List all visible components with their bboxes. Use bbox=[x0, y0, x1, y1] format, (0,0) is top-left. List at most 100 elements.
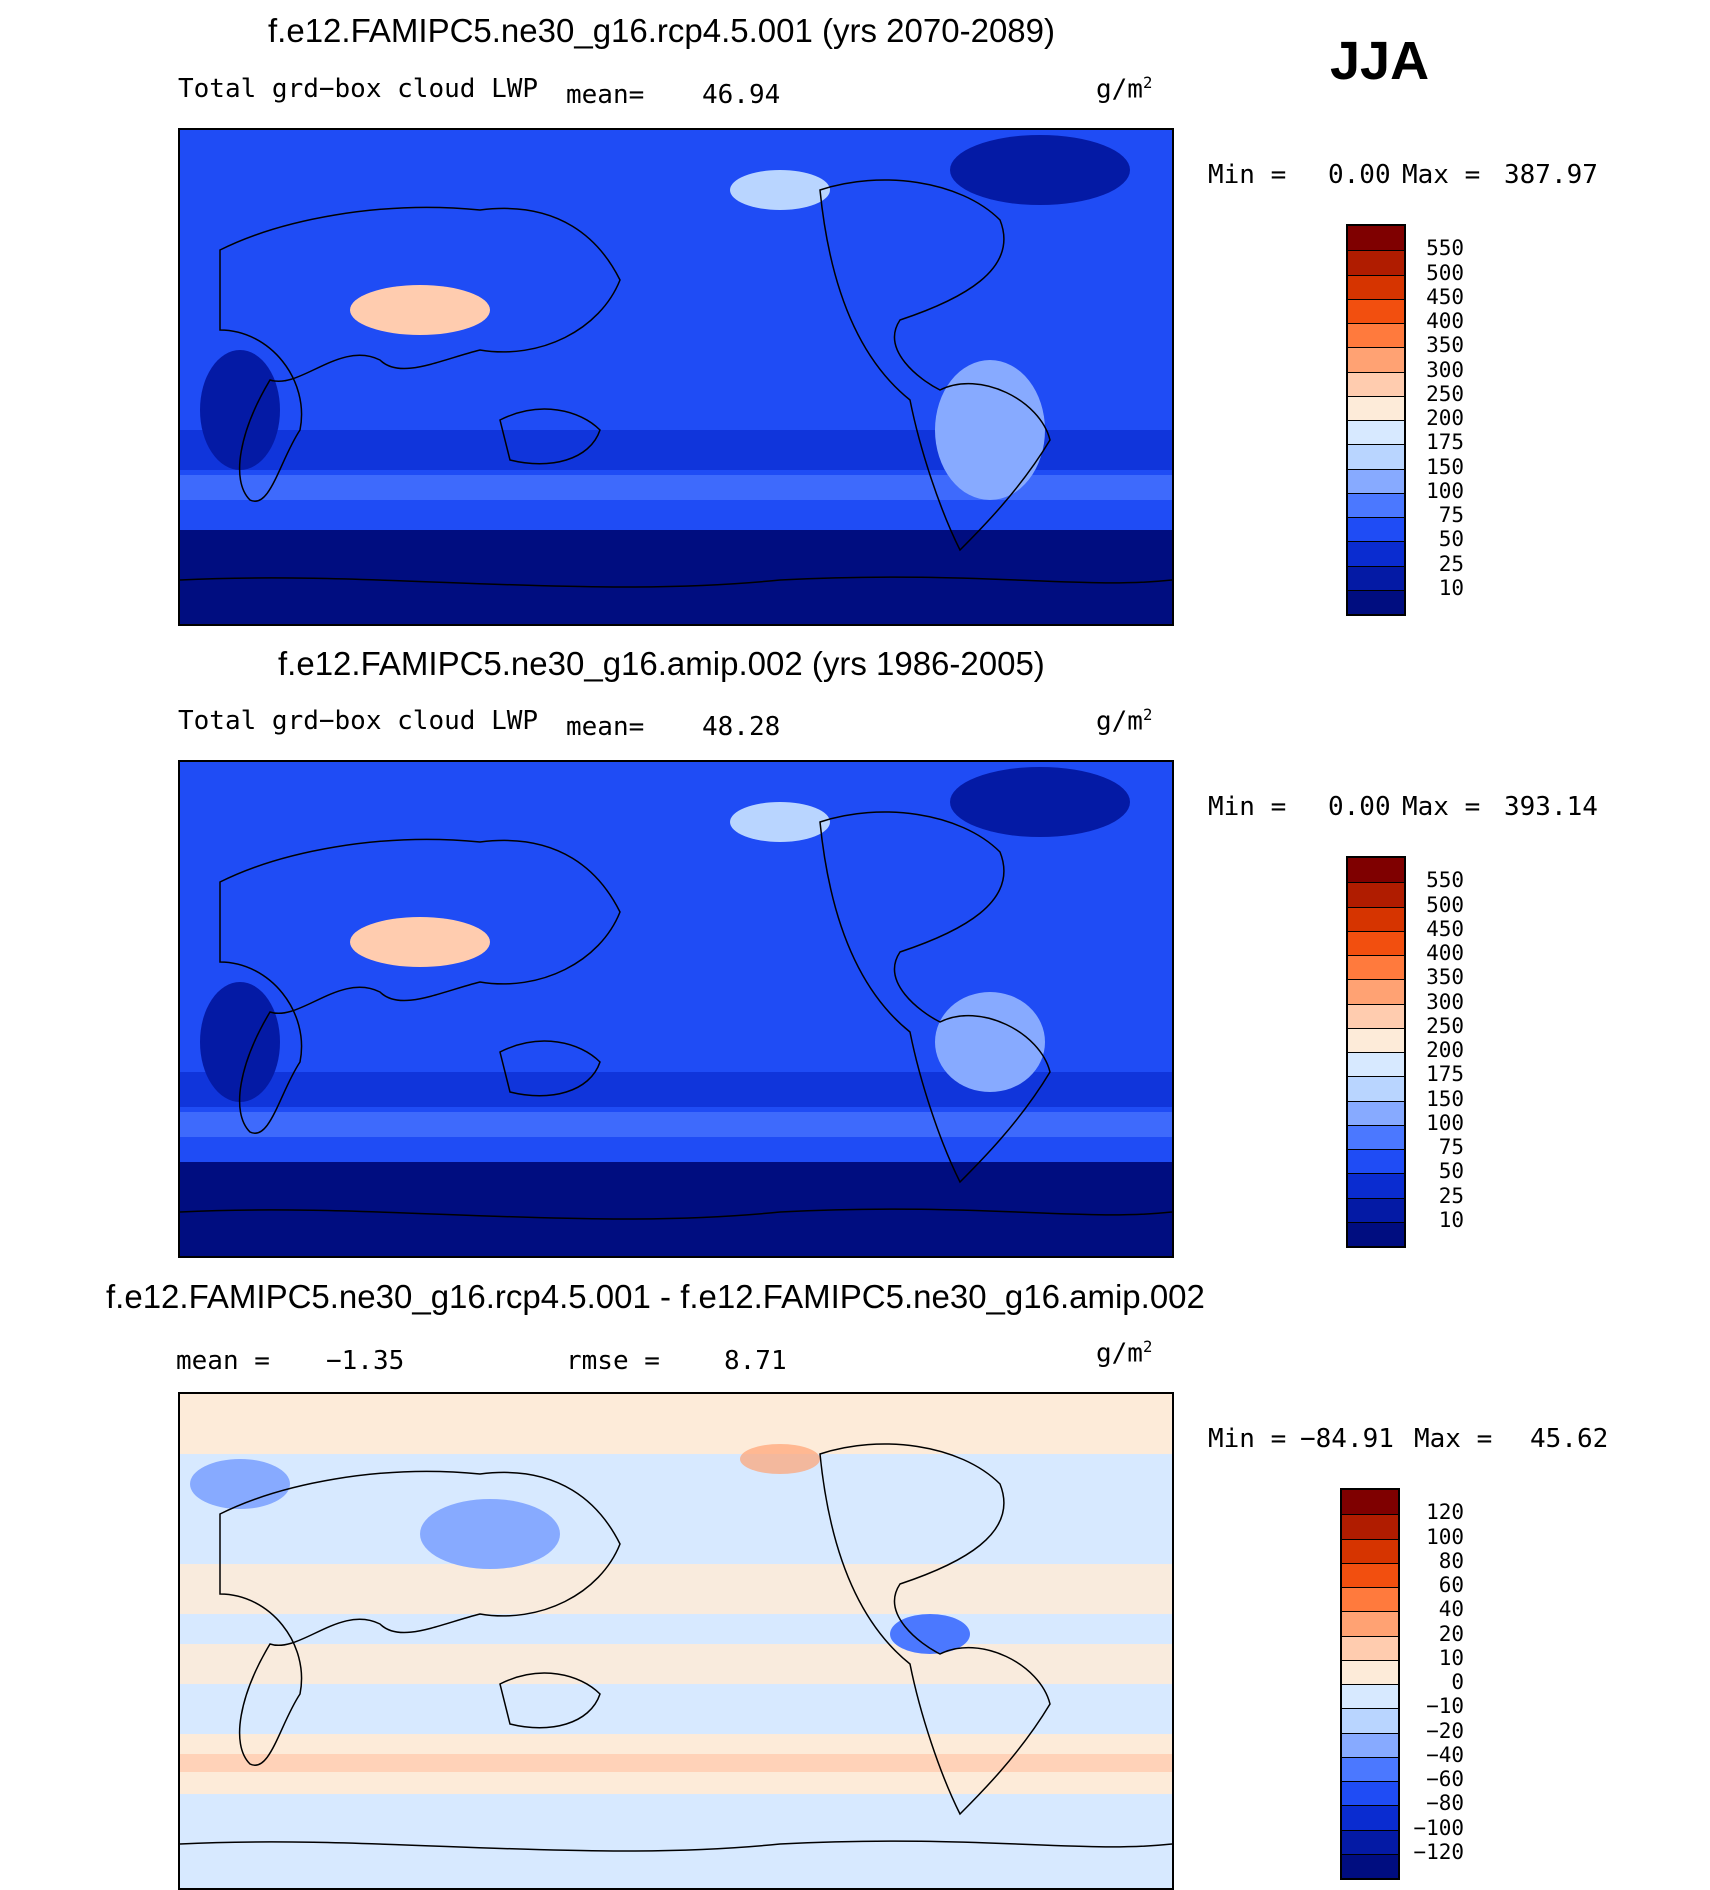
storm-track-band bbox=[180, 1754, 1172, 1772]
storm-track-band bbox=[180, 1112, 1172, 1137]
colorbar-swatch bbox=[1348, 298, 1404, 323]
colorbar-swatch bbox=[1348, 347, 1404, 372]
panel-1-mean-label: mean= bbox=[566, 80, 645, 110]
north-pacific-region bbox=[730, 170, 830, 210]
colorbar-swatch bbox=[1348, 395, 1404, 420]
colorbar-tick-label: 175 bbox=[1426, 1062, 1464, 1087]
colorbar-swatch bbox=[1348, 858, 1404, 883]
panel-1-max-label: Max = bbox=[1402, 160, 1481, 190]
panel-2-min-label: Min = bbox=[1208, 792, 1287, 822]
antarctic-band bbox=[180, 1162, 1172, 1256]
colorbar-tick-label: 400 bbox=[1426, 941, 1464, 965]
north-pacific-region bbox=[730, 802, 830, 842]
antarctica-coastline bbox=[180, 1840, 1172, 1852]
antarctica-coastline bbox=[180, 1208, 1172, 1220]
colorbar-tick-label: 25 bbox=[1438, 1183, 1464, 1208]
panel-2-map-field bbox=[180, 762, 1172, 1256]
greenland-region bbox=[950, 135, 1130, 205]
colorbar-tick-label: 450 bbox=[1426, 916, 1464, 941]
panel-1-map-field bbox=[180, 130, 1172, 624]
colorbar-swatch bbox=[1348, 1124, 1404, 1149]
colorbar-tick-label: 50 bbox=[1438, 1159, 1464, 1184]
colorbar-tick-label: 0 bbox=[1451, 1670, 1464, 1694]
south-america-region bbox=[935, 360, 1045, 500]
panel-1-min-label: Min = bbox=[1208, 160, 1287, 190]
colorbar-tick-label: −20 bbox=[1426, 1718, 1464, 1743]
colorbar-swatch bbox=[1348, 1076, 1404, 1101]
panel-2-max-label: Max = bbox=[1402, 792, 1481, 822]
colorbar-tick-label: 200 bbox=[1426, 406, 1464, 430]
colorbar-tick-label: −60 bbox=[1426, 1767, 1464, 1791]
colorbar-tick-label: 300 bbox=[1426, 989, 1464, 1014]
colorbar-swatch bbox=[1342, 1756, 1398, 1781]
panel-1-max-value: 387.97 bbox=[1504, 160, 1598, 190]
panel-3-rmse-label: rmse = bbox=[566, 1346, 660, 1376]
panel-2-colorbar bbox=[1346, 856, 1406, 1248]
antarctic-band bbox=[180, 530, 1172, 624]
colorbar-tick-label: 25 bbox=[1438, 551, 1464, 576]
colorbar-swatch bbox=[1348, 565, 1404, 590]
colorbar-tick-label: 10 bbox=[1438, 575, 1464, 600]
colorbar-swatch bbox=[1348, 1100, 1404, 1125]
colorbar-swatch bbox=[1348, 979, 1404, 1004]
panel-1-units: g/m2 bbox=[1096, 74, 1153, 105]
colorbar-swatch bbox=[1348, 589, 1404, 614]
colorbar-swatch bbox=[1348, 955, 1404, 980]
colorbar-swatch bbox=[1348, 517, 1404, 542]
panel-2-title: f.e12.FAMIPC5.ne30_g16.amip.002 (yrs 198… bbox=[278, 645, 1045, 682]
arctic-band bbox=[180, 1394, 1172, 1454]
colorbar-swatch bbox=[1342, 1611, 1398, 1636]
colorbar-swatch bbox=[1348, 468, 1404, 493]
colorbar-swatch bbox=[1342, 1538, 1398, 1563]
colorbar-tick-label: 350 bbox=[1426, 333, 1464, 358]
eurasia-africa-coastline bbox=[219, 1470, 621, 1767]
colorbar-swatch bbox=[1342, 1805, 1398, 1830]
colorbar-tick-label: 10 bbox=[1438, 1645, 1464, 1670]
colorbar-swatch bbox=[1348, 492, 1404, 517]
colorbar-tick-label: 40 bbox=[1438, 1597, 1464, 1622]
himalaya-region bbox=[350, 285, 490, 335]
panel-2-variable: Total grd−box cloud LWP bbox=[178, 706, 539, 736]
panel-3-mean-value: −1.35 bbox=[326, 1346, 405, 1376]
colorbar-swatch bbox=[1342, 1853, 1398, 1878]
colorbar-swatch bbox=[1348, 1197, 1404, 1222]
himalaya-region bbox=[350, 917, 490, 967]
colorbar-tick-label: 350 bbox=[1426, 965, 1464, 990]
colorbar-tick-label: 175 bbox=[1426, 430, 1464, 455]
colorbar-tick-label: 120 bbox=[1426, 1500, 1464, 1525]
colorbar-tick-label: 200 bbox=[1426, 1038, 1464, 1062]
eurasia-africa-coastline bbox=[219, 838, 621, 1135]
panel-2-map bbox=[178, 760, 1174, 1258]
colorbar-tick-label: −10 bbox=[1426, 1694, 1464, 1719]
panel-3-min-value: −84.91 bbox=[1300, 1424, 1394, 1454]
colorbar-swatch bbox=[1348, 444, 1404, 469]
panel-3-map bbox=[178, 1392, 1174, 1890]
colorbar-swatch bbox=[1342, 1684, 1398, 1709]
panel-3-min-label: Min = bbox=[1208, 1424, 1287, 1454]
panel-2-units: g/m2 bbox=[1096, 706, 1153, 737]
antarctica-coastline bbox=[180, 576, 1172, 588]
africa-region bbox=[200, 350, 280, 470]
colorbar-tick-label: 75 bbox=[1438, 1135, 1464, 1159]
background-field bbox=[180, 1394, 1172, 1888]
colorbar-swatch bbox=[1348, 1027, 1404, 1052]
colorbar-tick-label: 60 bbox=[1438, 1573, 1464, 1597]
colorbar-tick-label: −120 bbox=[1413, 1839, 1464, 1864]
colorbar-tick-label: −40 bbox=[1426, 1742, 1464, 1767]
colorbar-swatch bbox=[1348, 226, 1404, 251]
colorbar-swatch bbox=[1342, 1587, 1398, 1612]
colorbar-tick-label: 250 bbox=[1426, 1013, 1464, 1038]
south-america-region bbox=[935, 992, 1045, 1092]
central-america-region bbox=[890, 1614, 970, 1654]
colorbar-tick-label: 150 bbox=[1426, 1086, 1464, 1111]
colorbar-tick-label: 450 bbox=[1426, 284, 1464, 309]
colorbar-swatch bbox=[1342, 1708, 1398, 1733]
panel-3-map-field bbox=[180, 1394, 1172, 1888]
americas-coastline bbox=[819, 1443, 1051, 1816]
panel-1-mean-value: 46.94 bbox=[702, 80, 781, 110]
asia-region bbox=[420, 1499, 560, 1569]
colorbar-swatch bbox=[1342, 1635, 1398, 1660]
colorbar-swatch bbox=[1348, 930, 1404, 955]
colorbar-swatch bbox=[1348, 882, 1404, 907]
colorbar-swatch bbox=[1348, 1149, 1404, 1174]
